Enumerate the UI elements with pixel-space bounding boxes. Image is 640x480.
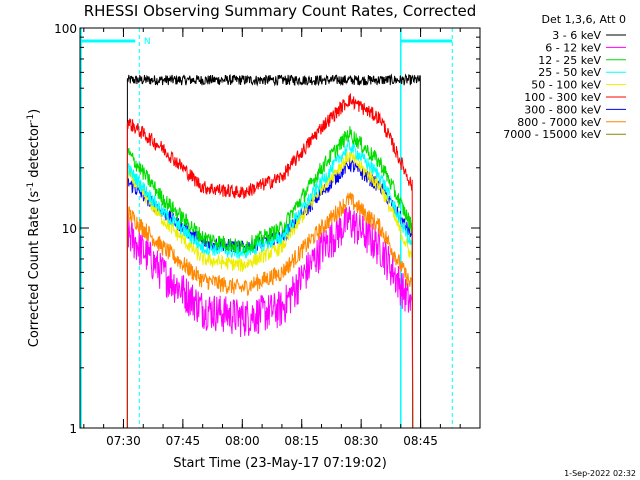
x-tick-label: 07:30 [106,434,141,448]
legend-label: 800 - 7000 keV [517,116,601,129]
series-line-7 [126,192,414,429]
legend-label: 12 - 25 keV [538,54,601,67]
attenuator-marker-label: N [144,37,151,47]
legend-label: 7000 - 15000 keV [503,128,601,141]
y-tick-label: 10 [62,222,77,236]
series-line-0 [126,73,422,429]
x-tick-label: 08:00 [225,434,260,448]
x-tick-label: 08:15 [284,434,319,448]
x-tick-label: 07:45 [166,434,201,448]
legend-label: 3 - 6 keV [552,29,601,42]
x-tick-label: 08:45 [403,434,438,448]
series-line-4 [126,151,414,429]
series-line-3 [126,138,414,429]
series-line-2 [126,126,414,429]
legend-label: 6 - 12 keV [545,41,601,54]
legend-label: 50 - 100 keV [531,79,601,92]
legend-label: 300 - 800 keV [524,103,601,116]
plot-area: N [80,28,453,429]
y-tick-label: 100 [54,22,77,36]
legend-label: 25 - 50 keV [538,66,601,79]
y-axis-label: Corrected Count Rate (s-1 detector-1) [26,109,42,347]
x-tick-label: 08:30 [344,434,379,448]
series-line-1 [126,206,414,429]
series-line-5 [126,92,414,429]
chart-title: RHESSI Observing Summary Count Rates, Co… [84,2,477,20]
legend-title: Det 1,3,6, Att 0 [542,13,626,26]
timestamp: 1-Sep-2022 02:32 [564,469,636,478]
legend-label: 100 - 300 keV [524,91,601,104]
y-tick-label: 1 [69,422,77,436]
x-axis-label: Start Time (23-May-17 07:19:02) [173,456,387,471]
axes: 1 10 100 07:30 07:45 08:00 08:15 08:30 08:45 [54,22,481,448]
